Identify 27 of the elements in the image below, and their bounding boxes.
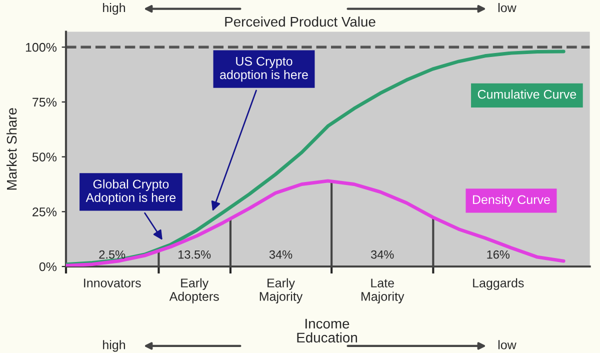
y-tick-label: 100% bbox=[26, 42, 57, 52]
annotation: 2.5% bbox=[99, 250, 126, 259]
text: high bbox=[103, 3, 126, 15]
text: Laggards bbox=[473, 278, 524, 290]
annotation: 13.5% bbox=[178, 250, 211, 259]
y-tick-label: 0% bbox=[39, 262, 57, 272]
text: Early Majority bbox=[260, 278, 303, 304]
y-tick-label: 25% bbox=[32, 207, 57, 216]
y-tick-label: 50% bbox=[32, 152, 57, 162]
y-axis-title: Market Share bbox=[6, 108, 17, 190]
annotation: 34% bbox=[371, 250, 394, 259]
text: Early Adopters bbox=[169, 278, 219, 304]
text: Cumulative Curve bbox=[478, 90, 576, 99]
text: high bbox=[103, 340, 126, 352]
annotation: Global Crypto Adoption is here bbox=[86, 179, 176, 204]
annotation: 16% bbox=[487, 250, 510, 259]
text: low bbox=[498, 3, 516, 12]
annotation: US Crypto adoption is here bbox=[220, 56, 308, 82]
text: Late Majority bbox=[362, 278, 404, 304]
text: Density Curve bbox=[473, 194, 550, 207]
y-tick-label: 75% bbox=[32, 98, 57, 107]
text: Innovators bbox=[84, 278, 141, 288]
text: low bbox=[498, 340, 516, 350]
x-axis-title: Income Education bbox=[297, 318, 357, 343]
annotation: 34% bbox=[269, 250, 292, 259]
chart-title: Perceived Product Value bbox=[225, 16, 376, 27]
line-series bbox=[66, 179, 566, 267]
